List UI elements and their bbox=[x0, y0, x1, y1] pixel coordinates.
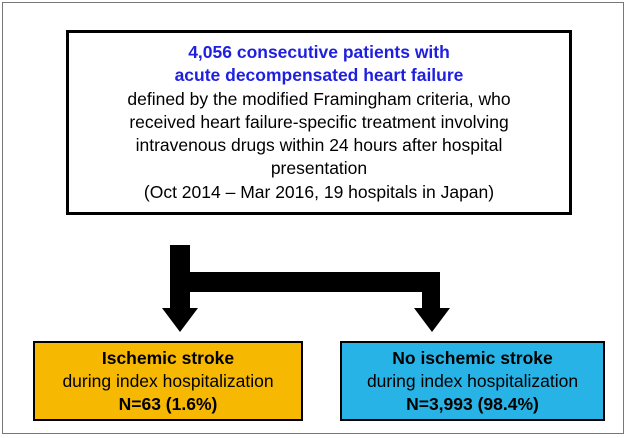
group-title: Ischemic stroke bbox=[101, 347, 235, 368]
group-count: N=63 (1.6%) bbox=[118, 393, 218, 414]
group-title: No ischemic stroke bbox=[392, 347, 553, 368]
cohort-text: received heart failure-specific treatmen… bbox=[129, 111, 509, 132]
group-count: N=3,993 (98.4%) bbox=[406, 393, 539, 414]
split-arrow bbox=[162, 245, 450, 332]
frame bbox=[2, 2, 624, 434]
cohort-heading: 4,056 consecutive patients with bbox=[188, 41, 450, 62]
cohort-heading: acute decompensated heart failure bbox=[174, 65, 464, 86]
cohort-box: 4,056 consecutive patients with acute de… bbox=[66, 30, 572, 215]
stroke-box: Ischemic stroke during index hospitaliza… bbox=[33, 341, 303, 421]
cohort-text: intravenous drugs within 24 hours after … bbox=[135, 135, 503, 156]
group-text: during index hospitalization bbox=[366, 370, 579, 391]
group-text: during index hospitalization bbox=[62, 370, 274, 391]
cohort-text: (Oct 2014 – Mar 2016, 19 hospitals in Ja… bbox=[143, 181, 495, 202]
cohort-text: presentation bbox=[270, 158, 368, 179]
no-stroke-box: No ischemic stroke during index hospital… bbox=[340, 341, 605, 421]
cohort-text: defined by the modified Framingham crite… bbox=[127, 88, 511, 109]
